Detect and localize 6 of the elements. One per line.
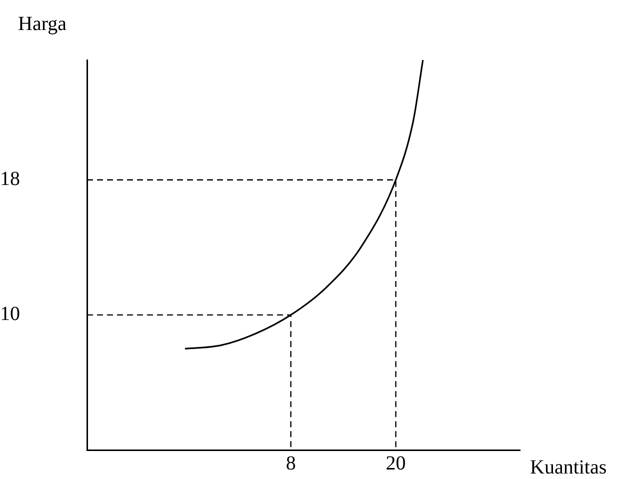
y-tick-label: 10 xyxy=(0,303,20,326)
x-tick-label: 20 xyxy=(386,452,406,474)
y-axis-title: Harga xyxy=(18,13,67,35)
x-tick-label: 8 xyxy=(286,452,296,474)
y-tick-label: 18 xyxy=(0,168,20,190)
x-axis-title: Kuantitas xyxy=(530,456,607,478)
